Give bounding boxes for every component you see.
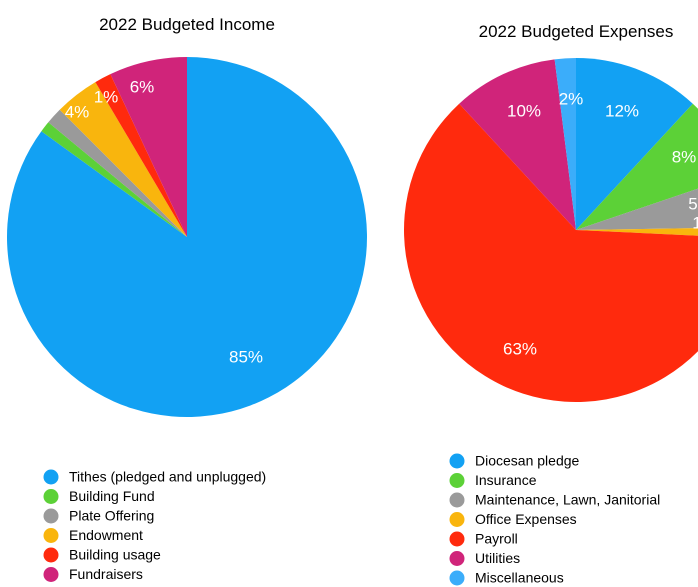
income-legend-swatch-fundraisers: [43, 567, 59, 582]
income-legend-swatch-building-fund: [43, 489, 59, 504]
income-legend-swatch-plate-offering: [43, 508, 59, 524]
expenses-pie-chart: 2022 Budgeted Expenses 12% 8% 51 63% 10% 2% D…: [404, 22, 698, 586]
income-legend-swatch-tithes-pledged-and-unplugged: [43, 469, 59, 485]
income-slice-building-fund: [41, 122, 188, 237]
income-pie-chart: 2022 Budgeted Income 85%1%1%4%1%6% Tithe…: [6, 15, 368, 582]
income-chart-title: 2022 Budgeted Income: [99, 15, 275, 34]
income-legend-label-building-fund: Building Fund: [69, 488, 155, 504]
income-slice-label-fundraisers: 6%: [130, 77, 155, 96]
expenses-slice-label-office-expenses: 1: [692, 213, 698, 232]
expenses-slice-office-expenses: [576, 228, 698, 236]
expenses-slice-label-miscellaneous: 2%: [559, 89, 584, 108]
income-slice-building-usage: [95, 74, 187, 237]
income-slice-endowment: [59, 82, 187, 237]
expenses-legend-label-maintenance-lawn-janitorial: Maintenance, Lawn, Janitorial: [475, 492, 660, 508]
expenses-legend-label-office-expenses: Office Expenses: [475, 511, 577, 527]
expenses-legend-swatch-maintenance-lawn-janitorial: [449, 492, 465, 508]
income-legend-label-fundraisers: Fundraisers: [69, 566, 143, 582]
expenses-legend-swatch-insurance: [449, 473, 465, 488]
income-slice-fundraisers: [110, 57, 187, 237]
expenses-legend-label-diocesan-pledge: Diocesan pledge: [475, 453, 580, 469]
income-slice-label-building-usage: 1%: [94, 87, 119, 106]
expenses-slice-label-utilities: 10%: [507, 101, 541, 120]
expenses-legend-swatch-payroll: [449, 531, 465, 547]
expenses-legend-label-utilities: Utilities: [475, 550, 520, 566]
expenses-slice-label-payroll: 63%: [503, 339, 537, 358]
expenses-legend: Diocesan pledge Insurance Maintenance, Law…: [449, 453, 660, 586]
expenses-legend-label-insurance: Insurance: [475, 472, 537, 488]
expenses-slice-maintenance-lawn-janitorial: [576, 188, 698, 230]
expenses-slice-label-diocesan-pledge: 12%: [605, 101, 639, 120]
expenses-slice-utilities: [459, 59, 576, 230]
income-slice-label-building-fund: 1%: [21, 104, 46, 123]
expenses-slice-miscellaneous: [554, 58, 576, 230]
income-slice-label-tithes-pledged-and-unplugged: 85%: [229, 347, 263, 366]
expenses-slice-payroll: [404, 103, 698, 402]
expenses-slice-label-maintenance-lawn-janitorial: 5: [688, 194, 697, 213]
expenses-legend-label-miscellaneous: Miscellaneous: [475, 570, 564, 586]
income-slices: [6, 57, 368, 417]
expenses-legend-swatch-office-expenses: [449, 512, 465, 527]
income-slice-label-plate-offering: 1%: [28, 92, 53, 111]
expenses-legend-label-payroll: Payroll: [475, 531, 518, 547]
income-legend-label-plate-offering: Plate Offering: [69, 508, 154, 524]
income-slice-plate-offering: [48, 109, 187, 237]
expenses-chart-title: 2022 Budgeted Expenses: [479, 22, 674, 41]
expenses-legend-swatch-miscellaneous: [449, 570, 465, 586]
income-slice-labels: 85%1%1%4%1%6%: [21, 77, 263, 366]
expenses-slice-insurance: [576, 103, 698, 230]
income-legend-swatch-endowment: [43, 528, 59, 543]
expenses-legend-swatch-utilities: [449, 551, 465, 566]
expenses-slice-labels: 12% 8% 51 63% 10% 2%: [503, 89, 698, 358]
income-legend-swatch-building-usage: [43, 547, 59, 563]
income-legend-label-endowment: Endowment: [69, 527, 143, 543]
income-legend-label-building-usage: Building usage: [69, 547, 161, 563]
income-legend: Tithes (pledged and unplugged) Building F…: [43, 469, 266, 582]
expenses-slice-label-insurance: 8%: [672, 147, 697, 166]
expenses-slice-diocesan-pledge: [576, 58, 693, 230]
income-slice-label-endowment: 4%: [65, 102, 90, 121]
expenses-legend-swatch-diocesan-pledge: [449, 453, 465, 469]
income-legend-label-tithes-pledged-and-unplugged: Tithes (pledged and unplugged): [69, 469, 266, 485]
expenses-slices: [404, 58, 698, 402]
